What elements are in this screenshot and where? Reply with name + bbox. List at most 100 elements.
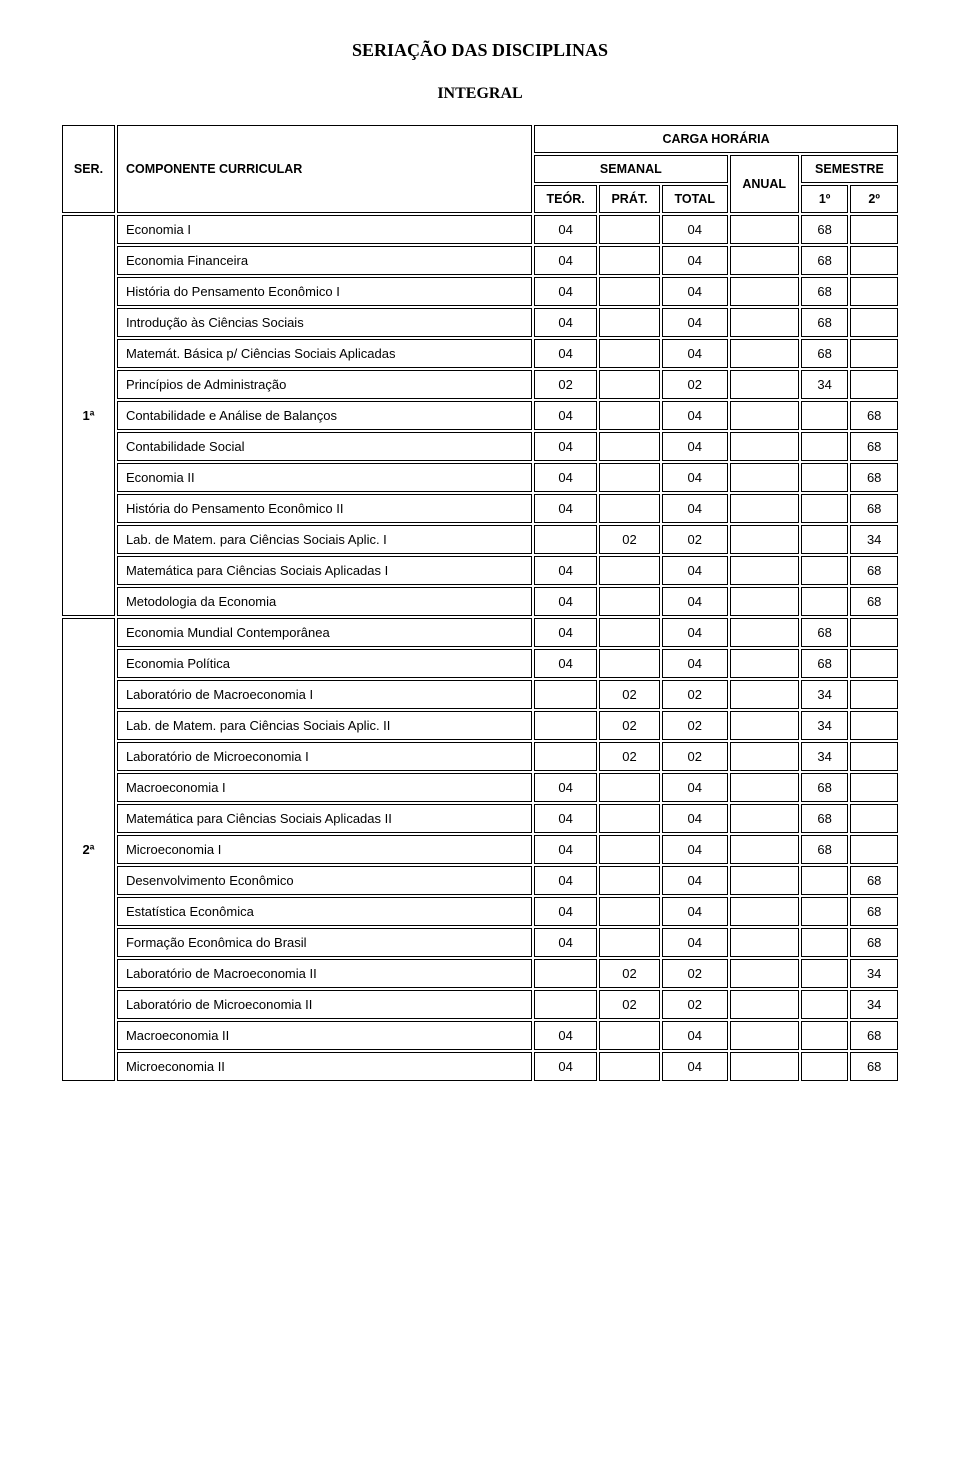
cell-teor: 04 [534, 835, 597, 864]
cell-total: 04 [662, 277, 728, 306]
cell-total: 04 [662, 773, 728, 802]
cell-s2: 34 [850, 525, 898, 554]
cell-teor: 04 [534, 587, 597, 616]
cell-total: 04 [662, 339, 728, 368]
cell-s1 [801, 897, 849, 926]
cell-s2 [850, 835, 898, 864]
cell-anual [730, 339, 799, 368]
cell-s2 [850, 370, 898, 399]
cell-total: 04 [662, 1052, 728, 1081]
cell-s2: 68 [850, 463, 898, 492]
cell-s1: 68 [801, 835, 849, 864]
cell-anual [730, 959, 799, 988]
cell-anual [730, 277, 799, 306]
table-row: Contabilidade e Análise de Balanços04046… [62, 401, 898, 430]
cell-total: 02 [662, 959, 728, 988]
cell-name: Matemát. Básica p/ Ciências Sociais Apli… [117, 339, 532, 368]
cell-name: Laboratório de Microeconomia I [117, 742, 532, 771]
cell-teor [534, 711, 597, 740]
table-row: Macroeconomia II040468 [62, 1021, 898, 1050]
cell-prat [599, 246, 660, 275]
header-teor: TEÓR. [534, 185, 597, 213]
cell-s2: 68 [850, 1021, 898, 1050]
table-row: Metodologia da Economia040468 [62, 587, 898, 616]
table-row: Matemát. Básica p/ Ciências Sociais Apli… [62, 339, 898, 368]
cell-teor: 04 [534, 649, 597, 678]
cell-name: Introdução às Ciências Sociais [117, 308, 532, 337]
cell-s1: 68 [801, 618, 849, 647]
cell-anual [730, 680, 799, 709]
table-row: Desenvolvimento Econômico040468 [62, 866, 898, 895]
series-label: 2ª [62, 618, 115, 1081]
page-title: SERIAÇÃO DAS DISCIPLINAS [60, 40, 900, 61]
cell-s1: 68 [801, 773, 849, 802]
header-s2: 2º [850, 185, 898, 213]
table-row: História do Pensamento Econômico I040468 [62, 277, 898, 306]
cell-teor: 02 [534, 370, 597, 399]
cell-s1: 68 [801, 215, 849, 244]
cell-s1 [801, 525, 849, 554]
cell-s1 [801, 494, 849, 523]
table-row: Economia Financeira040468 [62, 246, 898, 275]
cell-name: Economia Mundial Contemporânea [117, 618, 532, 647]
cell-total: 04 [662, 835, 728, 864]
table-row: Estatística Econômica040468 [62, 897, 898, 926]
cell-teor: 04 [534, 215, 597, 244]
cell-teor [534, 742, 597, 771]
header-total: TOTAL [662, 185, 728, 213]
cell-prat: 02 [599, 990, 660, 1019]
cell-s1 [801, 1052, 849, 1081]
cell-name: Matemática para Ciências Sociais Aplicad… [117, 804, 532, 833]
cell-prat: 02 [599, 711, 660, 740]
table-row: Lab. de Matem. para Ciências Sociais Apl… [62, 525, 898, 554]
cell-total: 04 [662, 866, 728, 895]
cell-s1: 34 [801, 680, 849, 709]
cell-prat [599, 928, 660, 957]
cell-s2 [850, 649, 898, 678]
cell-prat [599, 401, 660, 430]
cell-anual [730, 835, 799, 864]
cell-s2: 68 [850, 1052, 898, 1081]
cell-name: Lab. de Matem. para Ciências Sociais Apl… [117, 525, 532, 554]
table-row: Laboratório de Microeconomia I020234 [62, 742, 898, 771]
table-row: 1ªEconomia I040468 [62, 215, 898, 244]
cell-prat [599, 773, 660, 802]
cell-total: 04 [662, 618, 728, 647]
cell-s2: 68 [850, 928, 898, 957]
cell-teor: 04 [534, 556, 597, 585]
header-semanal: SEMANAL [534, 155, 727, 183]
cell-s2: 68 [850, 432, 898, 461]
cell-prat [599, 556, 660, 585]
cell-total: 04 [662, 401, 728, 430]
cell-name: Macroeconomia II [117, 1021, 532, 1050]
cell-s1 [801, 990, 849, 1019]
cell-s1: 34 [801, 711, 849, 740]
table-row: Lab. de Matem. para Ciências Sociais Apl… [62, 711, 898, 740]
cell-total: 02 [662, 742, 728, 771]
cell-teor: 04 [534, 1021, 597, 1050]
cell-s2: 68 [850, 556, 898, 585]
cell-name: Contabilidade Social [117, 432, 532, 461]
cell-prat [599, 308, 660, 337]
cell-teor: 04 [534, 804, 597, 833]
cell-prat [599, 277, 660, 306]
cell-anual [730, 308, 799, 337]
cell-prat [599, 215, 660, 244]
cell-total: 04 [662, 928, 728, 957]
cell-prat [599, 866, 660, 895]
cell-teor: 04 [534, 432, 597, 461]
cell-teor: 04 [534, 339, 597, 368]
cell-prat [599, 494, 660, 523]
cell-teor: 04 [534, 618, 597, 647]
cell-s1: 68 [801, 804, 849, 833]
cell-name: Laboratório de Macroeconomia II [117, 959, 532, 988]
series-label: 1ª [62, 215, 115, 616]
table-row: Laboratório de Macroeconomia II020234 [62, 959, 898, 988]
cell-name: História do Pensamento Econômico I [117, 277, 532, 306]
cell-prat [599, 432, 660, 461]
cell-name: Estatística Econômica [117, 897, 532, 926]
cell-teor: 04 [534, 928, 597, 957]
cell-teor: 04 [534, 277, 597, 306]
cell-s2 [850, 711, 898, 740]
table-row: Contabilidade Social040468 [62, 432, 898, 461]
